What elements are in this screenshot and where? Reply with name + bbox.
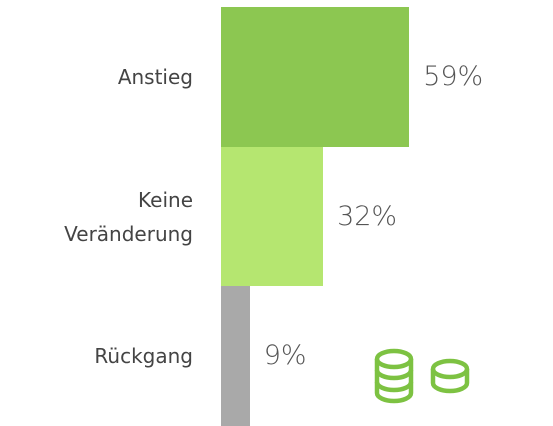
- value-label: 59%: [423, 60, 484, 92]
- bar: [221, 7, 410, 147]
- coins-icon: [374, 348, 470, 404]
- value-label: 32%: [337, 200, 398, 232]
- value-label: 9%: [263, 340, 307, 372]
- category-label: Keine Veränderung: [64, 187, 193, 246]
- category-label: Anstieg: [117, 64, 193, 89]
- bar: [221, 146, 324, 287]
- category-label: Rückgang: [94, 344, 193, 369]
- bar: [221, 286, 250, 426]
